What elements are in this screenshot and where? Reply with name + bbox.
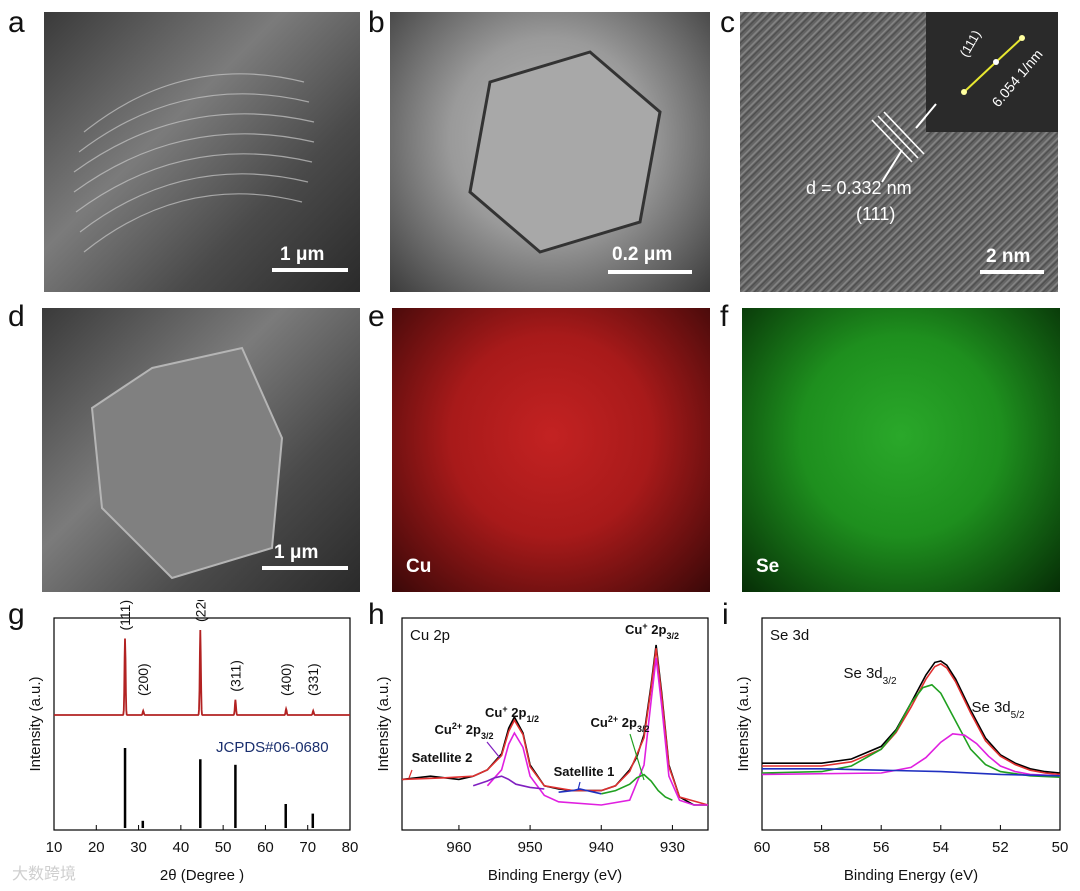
se3d-xtick-label-1: 58 (813, 839, 830, 856)
panel-letter-i: i (722, 598, 729, 631)
xrd-xtick-label-0: 10 (46, 839, 63, 856)
panel-letter-b: b (368, 6, 385, 39)
xrd-peak-label-0: (111) (117, 600, 133, 631)
tem-hexagon (468, 50, 662, 254)
se3d-xtick-label-5: 50 (1052, 839, 1069, 856)
xrd-xtick-label-7: 80 (342, 839, 359, 856)
cu2p-xlabel: Binding Energy (eV) (488, 867, 622, 884)
xrd-chart: 10 20 30 40 50 60 70 80 2θ (Degree ) Intensity (a… (27, 600, 359, 884)
scale-label-d: 1 μm (274, 542, 319, 563)
cu2p-xtick-label-1: 950 (518, 839, 543, 856)
cu2p-annotation-2: Cu2+ 2p3/2 (591, 714, 650, 734)
xrd-xlabel: 2θ (Degree ) (160, 867, 244, 884)
xrd-peak-label-5: (331) (305, 663, 321, 696)
cu2p-annotation-3: Cu2+ 2p3/2 (435, 721, 494, 741)
scale-label-b: 0.2 μm (612, 244, 673, 265)
sem-hexagonal-plate (90, 346, 284, 580)
xrd-pattern-line (54, 629, 350, 716)
scale-bar-c (980, 270, 1044, 274)
panel-letter-h: h (368, 598, 385, 631)
se3d-plot-frame (761, 617, 1061, 831)
watermark-text: 大数跨境 (12, 866, 77, 883)
cu2p-xtick-label-0: 960 (446, 839, 471, 856)
scale-label-c: 2 nm (986, 246, 1031, 267)
cu2p-series-3 (472, 775, 545, 790)
se3d-series-0 (762, 660, 1061, 774)
cu2p-annotation-1: Cu+ 2p1/2 (485, 704, 539, 724)
cu2p-arrow-sat1 (577, 781, 581, 791)
xrd-peak-label-2: (220) (192, 600, 208, 622)
xrd-peak-label-4: (400) (278, 663, 294, 696)
xrd-xtick-label-3: 40 (173, 839, 190, 856)
panel-letter-e: e (368, 300, 385, 333)
xrd-xtick-label-2: 30 (130, 839, 147, 856)
xrd-plot-frame (53, 617, 351, 831)
cu2p-series-2 (486, 657, 708, 806)
se3d-xlabel: Binding Energy (eV) (844, 867, 978, 884)
xrd-ylabel: Intensity (a.u.) (27, 676, 44, 771)
xrd-xtick-label-6: 70 (299, 839, 316, 856)
panel-letter-f: f (720, 300, 729, 333)
se3d-xtick-label-2: 56 (873, 839, 890, 856)
lattice-marker (871, 103, 937, 183)
cu2p-arrow-cu2plus-2 (629, 733, 645, 781)
d-plane-label: (111) (856, 204, 896, 224)
cu2p-series-5 (558, 788, 602, 795)
tem-image-b: 0.2 μm (390, 12, 710, 292)
se3d-annotation-0: Se 3d3/2 (843, 665, 897, 687)
xps-se-chart: 60 58 56 54 52 50 Binding Energy (eV) Intensity… (735, 617, 1069, 884)
fft-pattern (961, 35, 1025, 95)
se3d-xtick-label-0: 60 (754, 839, 771, 856)
cu2p-arrow-sat2 (408, 769, 413, 779)
panel-letter-c: c (720, 6, 735, 39)
se-eds-map: Se (742, 308, 1060, 592)
cu2p-annotation-5: Satellite 2 (412, 750, 473, 765)
sem-layered-crystal (73, 73, 315, 253)
sem-image-d: 1 μm (42, 308, 360, 592)
xrd-peak-label-3: (311) (227, 660, 243, 692)
xrd-xtick-label-5: 60 (257, 839, 274, 856)
cu-map-label: Cu (406, 556, 432, 577)
xps-cu-chart: 960 950 940 930 Binding Energy (eV) Intensity… (375, 617, 709, 884)
xrd-reference-label: JCPDS#06-0680 (216, 739, 329, 756)
cu2p-annotation-0: Cu+ 2p3/2 (625, 621, 679, 641)
xrd-xtick-label-1: 20 (88, 839, 105, 856)
scale-bar-a (272, 268, 348, 272)
se3d-title: Se 3d (770, 627, 809, 644)
cu-eds-map: Cu (392, 308, 710, 592)
se3d-xtick-label-3: 54 (932, 839, 949, 856)
panel-letter-a: a (8, 6, 25, 39)
cu2p-annotation-4: Satellite 1 (554, 764, 615, 779)
cu2p-xtick-label-3: 930 (660, 839, 685, 856)
cu2p-xtick-label-2: 940 (589, 839, 614, 856)
d-spacing-label: d = 0.332 nm (806, 178, 912, 198)
scale-label-a: 1 μm (280, 244, 325, 265)
sem-image-a: 1 μm (44, 12, 360, 292)
cu2p-series-4 (601, 773, 673, 801)
panel-letter-d: d (8, 300, 25, 333)
cu2p-ylabel: Intensity (a.u.) (375, 676, 392, 771)
xrd-peak-label-1: (200) (135, 663, 151, 696)
se-map-label: Se (756, 556, 780, 577)
xrd-xtick-label-4: 50 (215, 839, 232, 856)
se3d-annotation-1: Se 3d5/2 (971, 699, 1025, 721)
se3d-series-4 (762, 768, 1061, 777)
se3d-xtick-label-4: 52 (992, 839, 1009, 856)
panel-letter-g: g (8, 598, 25, 631)
se3d-ylabel: Intensity (a.u.) (735, 676, 752, 771)
cu2p-title: Cu 2p (410, 627, 450, 644)
hrtem-image-c: (111) 6.054 1/nm d = 0.332 nm (111) 2 nm (740, 12, 1058, 292)
cu2p-plot-frame (401, 617, 709, 831)
cu2p-arrow-cu2plus-1 (486, 741, 501, 759)
scale-bar-b (608, 270, 692, 274)
se3d-series-3 (761, 732, 1061, 777)
scale-bar-d (262, 566, 348, 570)
se3d-series-2 (761, 683, 1061, 778)
fft-inset: (111) 6.054 1/nm (926, 12, 1058, 132)
